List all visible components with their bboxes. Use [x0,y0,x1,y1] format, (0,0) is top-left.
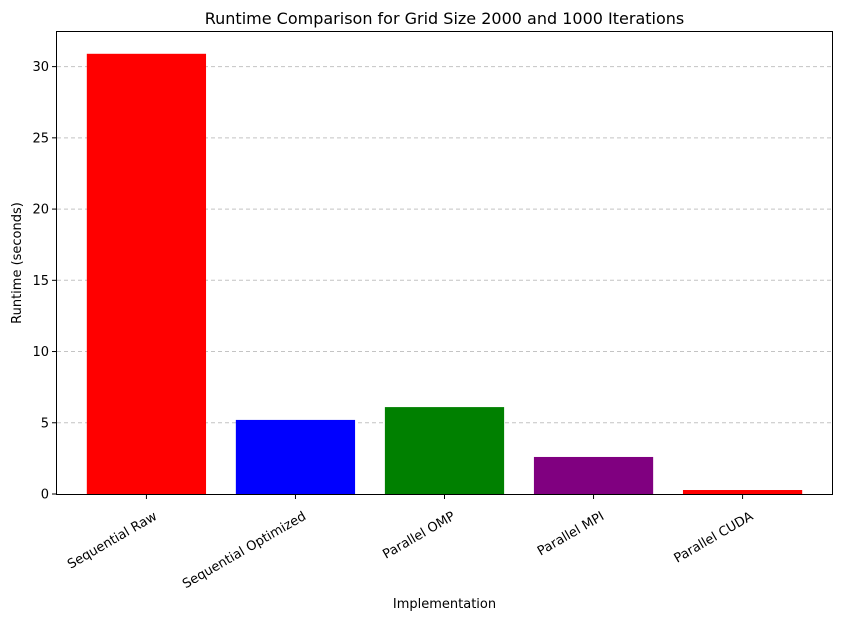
x-tick-label: Parallel MPI [535,509,607,559]
y-tick-label: 0 [41,488,49,503]
y-tick-label: 5 [41,416,49,431]
x-axis-ticks: Sequential Raw Sequential Optimized Parall… [65,494,756,592]
y-tick-label: 20 [32,203,49,218]
y-tick-label: 25 [32,131,49,146]
y-tick-label: 10 [32,345,49,360]
bar [682,490,803,494]
bars [86,53,803,494]
y-axis-title: Runtime (seconds) [10,202,25,324]
bar [384,407,505,494]
x-tick-label: Parallel CUDA [672,509,756,566]
bar [235,419,356,494]
bar [86,53,207,494]
chart-title: Runtime Comparison for Grid Size 2000 an… [205,9,684,28]
y-tick-label: 15 [32,274,49,289]
y-tick-label: 30 [32,60,49,75]
x-tick-label: Sequential Optimized [180,509,309,592]
bar [533,456,654,494]
x-tick-label: Parallel OMP [380,509,458,562]
x-axis-title: Implementation [393,597,496,612]
x-tick-label: Sequential Raw [65,509,160,573]
y-axis-ticks: 0 5 10 15 20 25 30 [32,60,57,503]
